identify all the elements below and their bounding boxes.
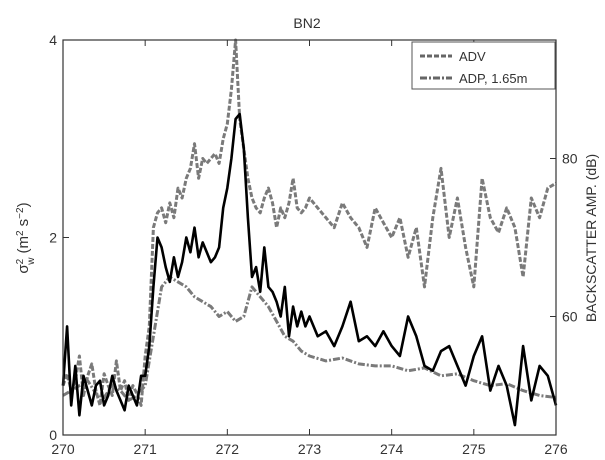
legend-label-adv: ADV	[459, 49, 486, 64]
y-tick-label-left: 0	[49, 427, 57, 443]
series-adv-line	[61, 38, 557, 407]
chart-title: BN2	[293, 15, 320, 31]
legend-label-adp: ADP, 1.65m	[459, 71, 527, 86]
y-tick-label-left: 2	[49, 230, 57, 246]
y-tick-label-right: 60	[562, 309, 578, 325]
y-axis-label-right: BACKSCATTER AMP. (dB)	[583, 154, 599, 322]
axis-layer: 270 271 272 273 274 275 276 0 2 4 60 80	[49, 32, 578, 457]
x-tick-label: 272	[216, 441, 240, 457]
x-tick-label: 273	[298, 441, 322, 457]
series-adp-line	[62, 275, 557, 402]
y-tick-label-right: 80	[562, 151, 578, 167]
series-layer	[61, 38, 558, 427]
legend: ADV ADP, 1.65m	[411, 41, 556, 90]
x-tick-label: 271	[133, 441, 157, 457]
series-solid-line	[61, 112, 558, 427]
x-tick-label: 275	[462, 441, 486, 457]
x-tick-label: 276	[544, 441, 568, 457]
x-tick-label: 274	[380, 441, 404, 457]
y-tick-label-left: 4	[49, 32, 57, 48]
y-axis-label-left: σ2w(m2 s−2)	[15, 202, 37, 273]
x-tick-label: 270	[51, 441, 75, 457]
